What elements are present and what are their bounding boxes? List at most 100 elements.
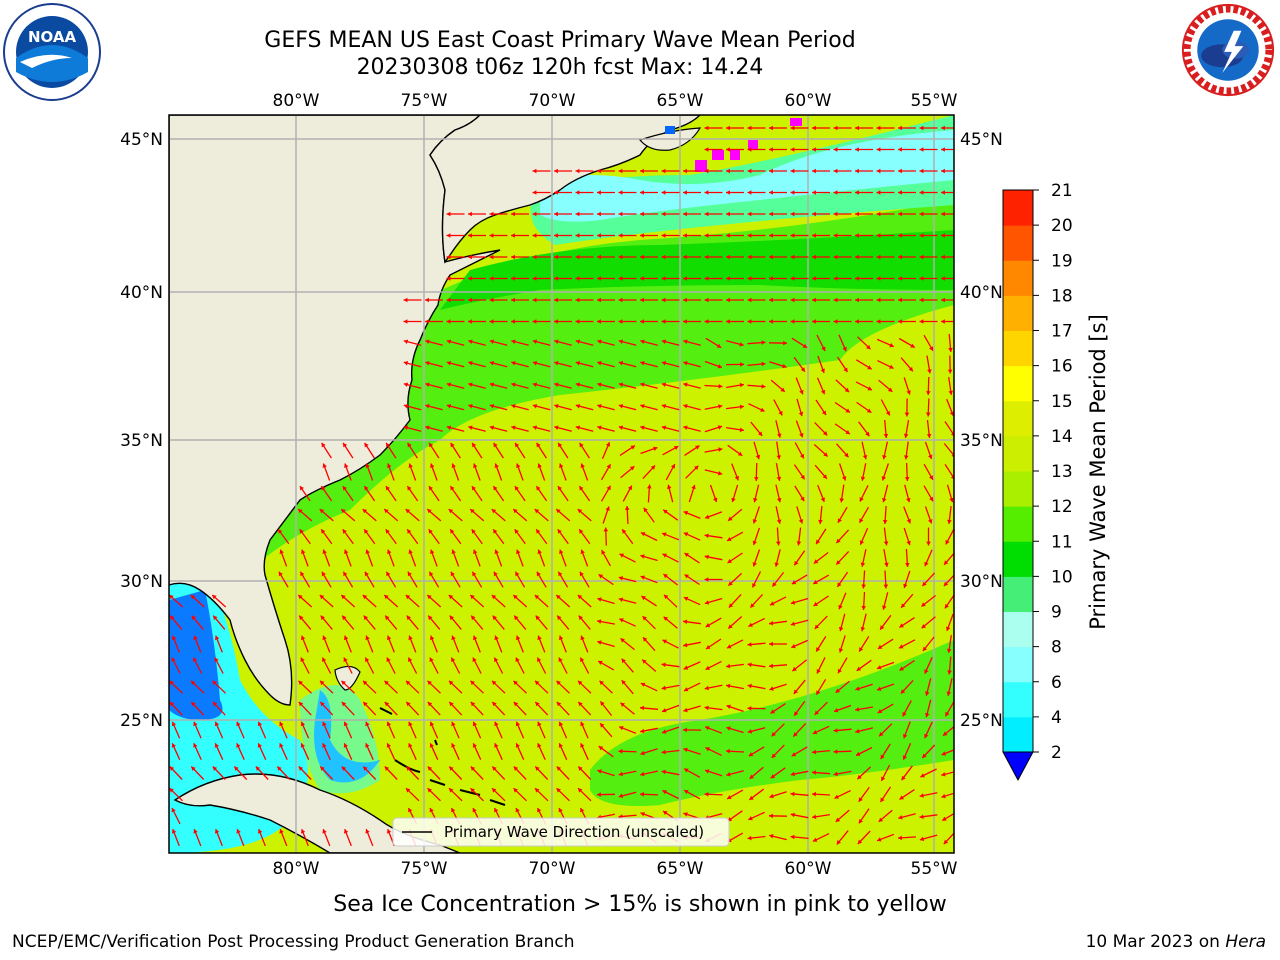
direction-arrow: [405, 680, 420, 694]
direction-arrow: [704, 577, 723, 582]
colorbar-tick-label: 19: [1051, 251, 1073, 271]
direction-arrow: [683, 404, 701, 411]
direction-arrow: [683, 319, 701, 324]
direction-arrow: [883, 570, 889, 589]
direction-arrow: [771, 744, 785, 759]
direction-arrow: [603, 527, 609, 546]
direction-arrow: [898, 254, 916, 260]
direction-arrow: [752, 506, 761, 524]
direction-arrow: [427, 680, 441, 694]
direction-arrow: [405, 508, 420, 522]
direction-arrow: [406, 615, 419, 630]
direction-arrow: [661, 425, 680, 432]
direction-arrow: [790, 254, 809, 260]
direction-arrow: [812, 276, 830, 281]
direction-arrow: [726, 147, 744, 152]
direction-arrow: [489, 425, 508, 432]
direction-arrow: [641, 595, 657, 607]
direction-arrow: [726, 168, 744, 174]
direction-arrow: [878, 809, 893, 823]
direction-arrow: [554, 276, 572, 281]
lon-tick-bottom: 55°W: [911, 859, 958, 879]
direction-arrow: [925, 678, 932, 696]
direction-arrow: [704, 597, 723, 605]
direction-arrow: [575, 297, 594, 303]
direction-arrow: [704, 211, 723, 217]
direction-arrow: [662, 639, 679, 649]
direction-arrow: [882, 484, 889, 503]
direction-arrow: [942, 725, 954, 737]
direction-arrow: [769, 233, 787, 238]
direction-arrow: [319, 508, 334, 522]
direction-arrow: [579, 657, 590, 674]
direction-arrow: [470, 680, 484, 694]
direction-arrow: [169, 701, 183, 716]
direction-arrow: [192, 657, 203, 674]
direction-arrow: [472, 635, 481, 653]
direction-arrow: [813, 595, 829, 607]
direction-arrow: [212, 701, 226, 716]
direction-arrow: [661, 297, 680, 303]
direction-arrow: [768, 340, 788, 346]
direction-arrow: [169, 766, 183, 780]
direction-arrow: [855, 746, 873, 757]
direction-arrow: [557, 571, 569, 588]
direction-arrow: [795, 420, 804, 438]
direction-arrow: [279, 721, 288, 739]
direction-arrow: [534, 701, 549, 716]
direction-arrow: [683, 682, 701, 692]
direction-arrow: [448, 766, 463, 780]
direction-arrow: [881, 463, 890, 481]
direction-arrow: [597, 361, 615, 368]
direction-arrow: [403, 425, 422, 432]
direction-arrow: [428, 571, 440, 588]
direction-arrow: [471, 485, 483, 502]
direction-arrow: [812, 168, 830, 174]
direction-arrow: [747, 233, 766, 238]
direction-arrow: [946, 484, 954, 503]
direction-arrow: [941, 147, 954, 152]
direction-arrow: [300, 635, 309, 653]
colorbar-tick-label: 16: [1051, 357, 1073, 377]
direction-arrow: [860, 463, 867, 481]
direction-arrow: [796, 527, 802, 546]
lat-tick-right: 40°N: [960, 283, 1003, 303]
direction-arrow: [876, 683, 895, 691]
direction-arrow: [833, 254, 852, 260]
direction-arrow: [727, 444, 743, 457]
nws-logo: [1181, 3, 1275, 97]
lon-tick-top: 75°W: [401, 91, 448, 111]
direction-arrow: [343, 721, 353, 739]
direction-arrow: [776, 441, 781, 460]
direction-arrow: [859, 528, 869, 545]
direction-arrow: [946, 635, 952, 653]
direction-arrow: [362, 701, 377, 716]
period-zone-green-north: [262, 200, 954, 560]
direction-arrow: [343, 828, 352, 847]
direction-arrow: [322, 828, 331, 847]
direction-arrow: [898, 125, 916, 131]
direction-arrow: [726, 340, 744, 347]
direction-arrow: [171, 635, 180, 653]
direction-arrow: [618, 276, 637, 281]
direction-arrow: [747, 276, 766, 281]
direction-arrow: [661, 684, 680, 691]
direction-arrow: [662, 553, 679, 563]
direction-arrow: [429, 657, 439, 674]
direction-arrow: [876, 338, 895, 348]
direction-arrow: [731, 463, 739, 481]
direction-arrow: [876, 276, 895, 281]
direction-arrow: [705, 747, 722, 756]
direction-arrow: [535, 615, 548, 630]
footer-date-text: 10 Mar 2023 on: [1085, 932, 1220, 952]
direction-arrow: [491, 594, 506, 608]
direction-arrow: [926, 420, 932, 438]
direction-arrow: [491, 508, 506, 522]
direction-arrow: [618, 168, 637, 174]
direction-arrow: [512, 594, 528, 608]
direction-arrow: [661, 361, 680, 368]
direction-arrow: [704, 425, 723, 433]
direction-arrow: [621, 528, 634, 545]
direction-arrow: [899, 659, 915, 672]
direction-arrow: [877, 360, 894, 369]
